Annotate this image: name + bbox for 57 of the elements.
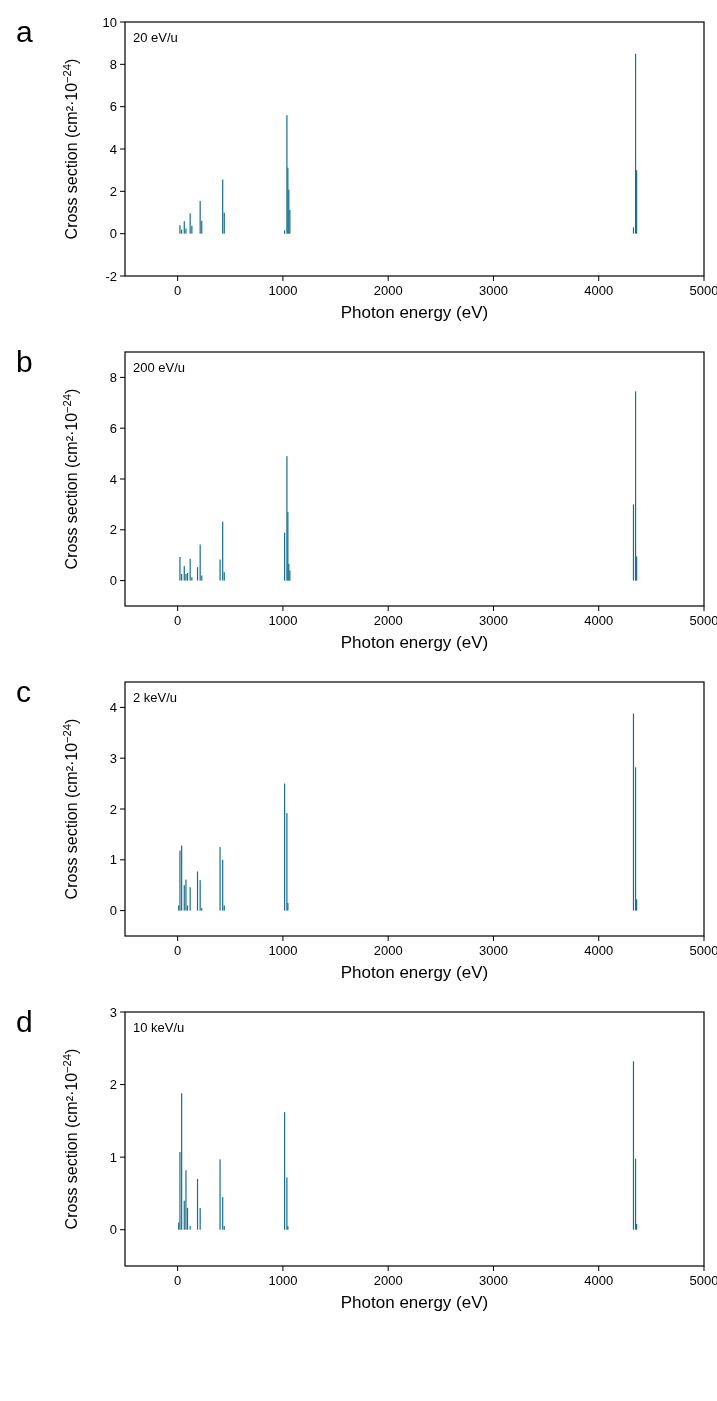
x-tick-label: 3000 (478, 943, 508, 958)
x-tick-label: 4000 (584, 1273, 614, 1288)
x-tick-label: 0 (174, 943, 182, 958)
chart-title: a (16, 15, 33, 48)
annotation: 200 eV/u (133, 360, 186, 375)
annotation: 20 eV/u (133, 30, 178, 45)
x-axis-title: Photon energy (eV) (340, 303, 489, 322)
x-tick-label: 3000 (478, 1273, 508, 1288)
y-tick-label: 4 (109, 471, 117, 487)
x-tick-label: 5000 (689, 943, 717, 958)
x-tick-label: 0 (174, 1273, 182, 1288)
y-tick-label: 4 (109, 699, 117, 715)
x-tick-label: 5000 (689, 1273, 717, 1288)
chart-title: d (16, 1005, 33, 1038)
x-tick-label: 1000 (268, 943, 298, 958)
y-tick-label: 2 (109, 1077, 117, 1093)
y-tick-label: 6 (109, 99, 117, 115)
y-tick-label: -2 (105, 268, 117, 284)
y-tick-label: 0 (109, 573, 117, 589)
chart-title: b (16, 345, 33, 378)
annotation: 2 keV/u (133, 690, 178, 705)
x-tick-label: 3000 (478, 283, 508, 298)
y-tick-label: 2 (109, 522, 117, 538)
x-tick-label: 4000 (584, 613, 614, 628)
x-tick-label: 1000 (268, 1273, 298, 1288)
y-tick-label: 0 (109, 1222, 117, 1238)
x-tick-label: 3000 (478, 613, 508, 628)
y-tick-label: 2 (109, 183, 117, 199)
x-axis-title: Photon energy (eV) (340, 633, 489, 652)
x-tick-label: 1000 (268, 283, 298, 298)
x-tick-label: 4000 (584, 283, 614, 298)
x-tick-label: 5000 (689, 283, 717, 298)
y-tick-label: 8 (109, 369, 117, 385)
x-tick-label: 1000 (268, 613, 298, 628)
x-axis-title: Photon energy (eV) (340, 963, 489, 982)
x-tick-label: 2000 (373, 943, 403, 958)
y-tick-label: 3 (109, 750, 117, 766)
y-tick-label: 1 (109, 852, 117, 868)
y-tick-label: 10 (102, 14, 117, 30)
x-tick-label: 4000 (584, 943, 614, 958)
y-tick-label: 3 (109, 1004, 117, 1020)
x-tick-label: 0 (174, 613, 182, 628)
x-tick-label: 5000 (689, 613, 717, 628)
y-tick-label: 6 (109, 420, 117, 436)
x-tick-label: 2000 (373, 613, 403, 628)
x-tick-label: 2000 (373, 283, 403, 298)
x-axis-title: Photon energy (eV) (340, 1293, 489, 1312)
y-tick-label: 4 (109, 141, 117, 157)
x-tick-label: 0 (174, 283, 182, 298)
y-tick-label: 8 (109, 56, 117, 72)
y-tick-label: 2 (109, 801, 117, 817)
y-tick-label: 0 (109, 226, 117, 242)
chart-title: c (16, 675, 31, 708)
y-tick-label: 0 (109, 903, 117, 919)
y-tick-label: 1 (109, 1149, 117, 1165)
x-tick-label: 2000 (373, 1273, 403, 1288)
annotation: 10 keV/u (133, 1020, 185, 1035)
